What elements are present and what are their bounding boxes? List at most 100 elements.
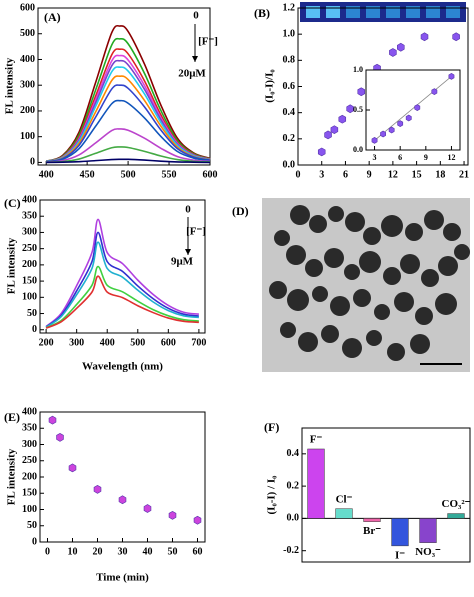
series-line: [45, 241, 199, 328]
arrow-head: [185, 249, 191, 255]
y-tick-label: 50: [27, 520, 37, 531]
data-point: [118, 495, 127, 505]
x-tick-label: 6: [398, 153, 402, 162]
particles: [269, 205, 470, 361]
data-point: [48, 415, 57, 425]
x-tick-label: 3: [319, 169, 324, 180]
x-tick-label: 300: [69, 337, 84, 348]
annotation: 20μM: [178, 68, 206, 80]
data-point: [168, 511, 177, 520]
x-tick-label: 9: [367, 169, 372, 180]
plot-frame: [39, 199, 206, 334]
y-tick-label: 250: [22, 455, 37, 466]
data-point: [452, 32, 460, 42]
x-tick-label: 40: [143, 546, 153, 557]
y-tick-label: 0.0: [283, 159, 296, 170]
series-line: [46, 158, 211, 164]
vial: [346, 6, 360, 18]
series-line: [45, 24, 211, 162]
x-tick-label: 500: [121, 169, 136, 180]
y-axis-label: (I₀-I) / I₀: [266, 475, 278, 515]
data-point: [324, 130, 332, 140]
plot-frame: [37, 7, 211, 166]
x-tick-label: 18: [435, 169, 445, 180]
y-tick-label: 0: [32, 536, 37, 547]
annotation: 9μM: [171, 256, 194, 268]
y-tick-label: 350: [22, 423, 37, 434]
bar: [419, 518, 437, 543]
y-tick-label: 1.2: [283, 2, 296, 13]
x-tick-label: 21: [459, 169, 469, 180]
data-point: [143, 504, 152, 513]
y-tick-label: 100: [20, 131, 35, 142]
data-point: [338, 114, 347, 124]
y-tick-label: 0.4: [287, 448, 300, 459]
vial: [446, 6, 460, 18]
vial: [406, 6, 420, 18]
vial: [326, 6, 340, 18]
x-tick-label: 550: [162, 169, 177, 180]
annotation: [F⁻]: [198, 36, 218, 48]
data-point: [388, 126, 395, 134]
y-tick-label: 400: [22, 194, 37, 205]
category-label: F⁻: [310, 434, 323, 446]
plot-frame: [301, 427, 471, 563]
y-tick-label: 0.2: [287, 480, 300, 491]
y-tick-label: 100: [22, 292, 37, 303]
y-tick-label: 400: [22, 406, 37, 417]
y-tick-label: 300: [20, 80, 35, 91]
series-line: [46, 99, 211, 163]
annotation: 0: [193, 10, 199, 22]
x-tick-label: 600: [161, 337, 176, 348]
y-tick-label: 350: [22, 211, 37, 222]
data-point: [317, 147, 326, 157]
y-tick-label: 500: [20, 28, 35, 39]
x-tick-label: 0: [45, 546, 50, 557]
bar: [447, 513, 465, 519]
x-tick-label: 9: [424, 153, 428, 162]
data-point: [397, 120, 404, 127]
data-point: [93, 485, 102, 494]
category-label: NO₃⁻: [415, 546, 441, 558]
data-point: [56, 433, 64, 442]
y-tick-label: 0: [30, 157, 35, 168]
x-tick-label: 400: [39, 169, 54, 180]
data-point: [448, 73, 455, 80]
category-label: Cl⁻: [336, 493, 353, 505]
bar: [307, 448, 325, 519]
data-point: [431, 88, 438, 95]
plot-frame: [39, 411, 206, 543]
data-point: [405, 114, 412, 122]
vial: [426, 6, 440, 18]
y-tick-label: 0.0: [353, 145, 363, 154]
fit-line: [374, 76, 452, 141]
vial-strip: [300, 2, 466, 22]
series-line: [45, 265, 199, 329]
y-axis-label: FL intensity: [6, 237, 18, 294]
series-line: [46, 75, 211, 163]
y-tick-label: 250: [22, 243, 37, 254]
x-tick-label: 450: [80, 169, 95, 180]
y-tick-label: 400: [20, 54, 35, 65]
data-point: [68, 463, 77, 473]
series-line: [46, 84, 211, 163]
category-label: Br⁻: [363, 525, 381, 537]
x-tick-label: 12: [447, 153, 455, 162]
y-tick-label: 150: [22, 275, 37, 286]
y-tick-label: 300: [22, 227, 37, 238]
y-tick-label: 0.2: [283, 133, 296, 144]
data-point: [397, 42, 405, 52]
category-label: CO₃²⁻: [442, 498, 471, 510]
panel-label: (D): [232, 204, 249, 218]
x-tick-label: 60: [193, 546, 203, 557]
x-tick-label: 700: [191, 337, 206, 348]
data-point: [389, 48, 397, 57]
y-axis-label: FL intensity: [4, 57, 16, 114]
vial: [306, 6, 320, 18]
data-point: [380, 130, 386, 138]
data-point: [346, 104, 354, 114]
bar: [335, 508, 353, 519]
x-tick-label: 10: [68, 546, 78, 557]
annotation: [F⁻]: [186, 226, 206, 238]
